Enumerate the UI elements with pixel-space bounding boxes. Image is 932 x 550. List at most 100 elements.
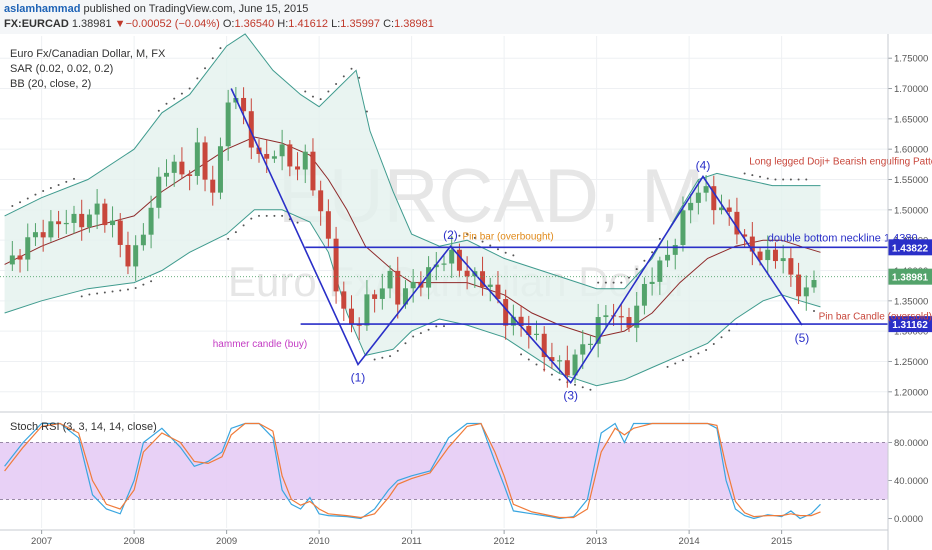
candle-body [156,176,162,208]
candle-body [626,317,632,328]
sar-dot [473,236,476,239]
candle-body [287,144,293,167]
price-tick-label: 1.50000 [894,205,928,216]
sar-dot [689,355,692,358]
sar-dot [466,233,469,236]
candle-body [449,249,455,264]
sar-dot [19,201,22,204]
publish-line: aslamhammad published on TradingView.com… [4,3,308,15]
candle-body [117,220,123,245]
candle-body [580,344,586,355]
sar-dot [643,259,646,262]
sar-dot [119,289,122,292]
sar-dot [381,356,384,359]
bb-upper-line [4,33,821,290]
sar-dot [489,244,492,247]
sar-dot [311,95,314,98]
high-value: 1.41612 [288,18,329,30]
candle-body [402,288,408,305]
time-axis[interactable]: 2007 2008 2009 2010 2011 2012 2013 2014 2015 [31,530,792,547]
candle-body [618,316,624,318]
sar-dot [766,177,769,180]
candle-body [703,186,709,193]
candle-body [572,354,578,376]
sar-dot [258,214,260,217]
price-tick-label: 1.60000 [894,145,928,156]
time-tick-label: 2007 [31,536,52,547]
time-tick-label: 2009 [216,536,237,547]
candle-body [441,263,447,265]
candle-body [341,291,347,309]
candle-body [726,207,732,212]
candle-body [310,151,316,191]
sar-dot [327,90,330,93]
sar-dot [620,281,623,284]
candle-body [480,271,486,287]
candle-body [148,207,154,235]
candle-body [86,214,92,228]
author-link[interactable]: aslamhammad [4,3,81,15]
candle-body [680,210,686,246]
sar-dot [458,234,461,237]
candle-body [164,172,169,177]
candle-body [518,316,524,327]
stoch-line-d [4,422,821,519]
sar-dot [196,77,199,80]
candle-body [279,144,285,157]
candle-body [264,153,270,159]
sar-dot [705,349,708,352]
candle-body [765,249,771,261]
legend-symbol: Euro Fx/Canadian Dollar, M, FX [10,48,166,60]
price-tick-label: 1.65000 [894,114,928,125]
bb-lower-line [4,209,821,387]
sar-dot [481,240,484,243]
close-value: 1.38981 [394,18,434,30]
low-label: L: [331,18,341,30]
sar-dot [666,365,669,368]
price-tick-label: 1.75000 [894,54,928,65]
change-arrow-icon: ▼ [114,18,126,30]
candle-body [333,238,339,292]
candle-body [25,237,31,260]
sar-dot [319,98,322,101]
candle-body [719,207,724,211]
candle-body [734,211,740,235]
sar-dot [88,293,91,296]
sar-dot [180,92,183,95]
pattern-point-label: (3) [563,389,578,403]
candle-body [780,258,786,262]
sar-dot [358,76,361,79]
sar-dot [296,221,299,224]
candle-body [433,264,439,268]
candle-body [410,281,416,289]
pattern-point-label: (2) [443,228,458,242]
sar-dot [373,358,376,361]
candle-body [56,221,62,225]
sar-dot [11,205,14,208]
candle-body [133,245,139,267]
sar-dot [103,291,106,294]
time-tick-label: 2011 [401,536,421,547]
sar-dot [774,178,777,181]
candle-body [79,213,85,228]
candle-body [32,232,38,238]
time-tick-label: 2010 [309,536,330,547]
price-tags: 1.43822 1.31162 1.38981 [888,239,932,333]
sar-dot [697,352,700,355]
last-price-tag-label: 1.38981 [892,273,929,284]
sar-dot [204,67,207,70]
sar-dot [628,276,630,279]
sar-dot [281,214,284,217]
time-tick-label: 2014 [679,536,700,547]
candle-body [325,211,331,239]
price-tick-label: 1.35000 [894,296,928,307]
horizontal-lines [0,246,888,325]
candle-body [811,279,817,288]
candle-body [641,283,647,306]
candle-body [595,317,601,344]
chart-annotation: Pin bar Candle (oversold) [819,312,932,323]
sar-dot [527,358,530,361]
sar-dot [504,251,507,254]
sar-dot [550,373,553,376]
